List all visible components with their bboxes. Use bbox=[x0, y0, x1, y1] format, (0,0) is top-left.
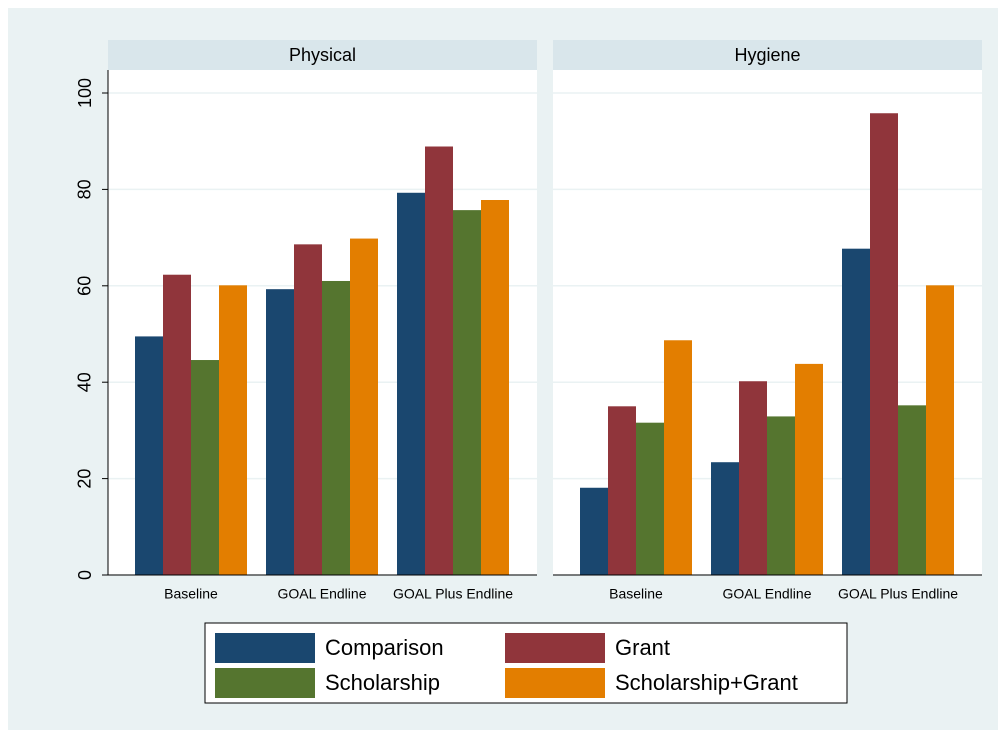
bar bbox=[322, 280, 350, 575]
bar bbox=[294, 244, 322, 575]
y-tick-label: 60 bbox=[75, 276, 95, 296]
bar bbox=[739, 381, 767, 575]
legend-swatch bbox=[505, 668, 605, 698]
bar bbox=[608, 406, 636, 575]
legend-label: Scholarship+Grant bbox=[615, 670, 798, 695]
x-tick-label: GOAL Plus Endline bbox=[393, 586, 513, 602]
legend-swatch bbox=[215, 668, 315, 698]
bar bbox=[219, 285, 247, 575]
bar bbox=[350, 238, 378, 575]
bar bbox=[266, 289, 294, 575]
bar bbox=[453, 210, 481, 575]
bar bbox=[870, 113, 898, 575]
panel-header bbox=[553, 40, 982, 70]
x-tick-label: GOAL Endline bbox=[278, 586, 367, 602]
bar bbox=[481, 200, 509, 575]
y-tick-label: 40 bbox=[75, 372, 95, 392]
y-tick-label: 80 bbox=[75, 179, 95, 199]
bar bbox=[926, 285, 954, 575]
legend-swatch bbox=[505, 633, 605, 663]
y-tick-label: 100 bbox=[75, 78, 95, 108]
bar bbox=[580, 487, 608, 575]
x-tick-label: Baseline bbox=[609, 586, 663, 602]
bar bbox=[795, 363, 823, 575]
y-tick-label: 0 bbox=[75, 570, 95, 580]
bar bbox=[636, 422, 664, 575]
bar bbox=[711, 462, 739, 575]
bar bbox=[191, 360, 219, 575]
x-tick-label: GOAL Endline bbox=[723, 586, 812, 602]
legend-label: Grant bbox=[615, 635, 670, 660]
bar bbox=[425, 146, 453, 575]
x-tick-label: Baseline bbox=[164, 586, 218, 602]
panel-title: Hygiene bbox=[734, 45, 800, 65]
bar bbox=[898, 405, 926, 575]
bar bbox=[842, 248, 870, 575]
panel-title: Physical bbox=[289, 45, 356, 65]
y-tick-label: 20 bbox=[75, 469, 95, 489]
legend-label: Scholarship bbox=[325, 670, 440, 695]
bar bbox=[135, 336, 163, 575]
legend-label: Comparison bbox=[325, 635, 444, 660]
bar bbox=[664, 340, 692, 575]
bar bbox=[163, 274, 191, 575]
bar bbox=[397, 192, 425, 576]
x-tick-label: GOAL Plus Endline bbox=[838, 586, 958, 602]
panel-header bbox=[108, 40, 537, 70]
bar bbox=[767, 416, 795, 575]
legend-swatch bbox=[215, 633, 315, 663]
